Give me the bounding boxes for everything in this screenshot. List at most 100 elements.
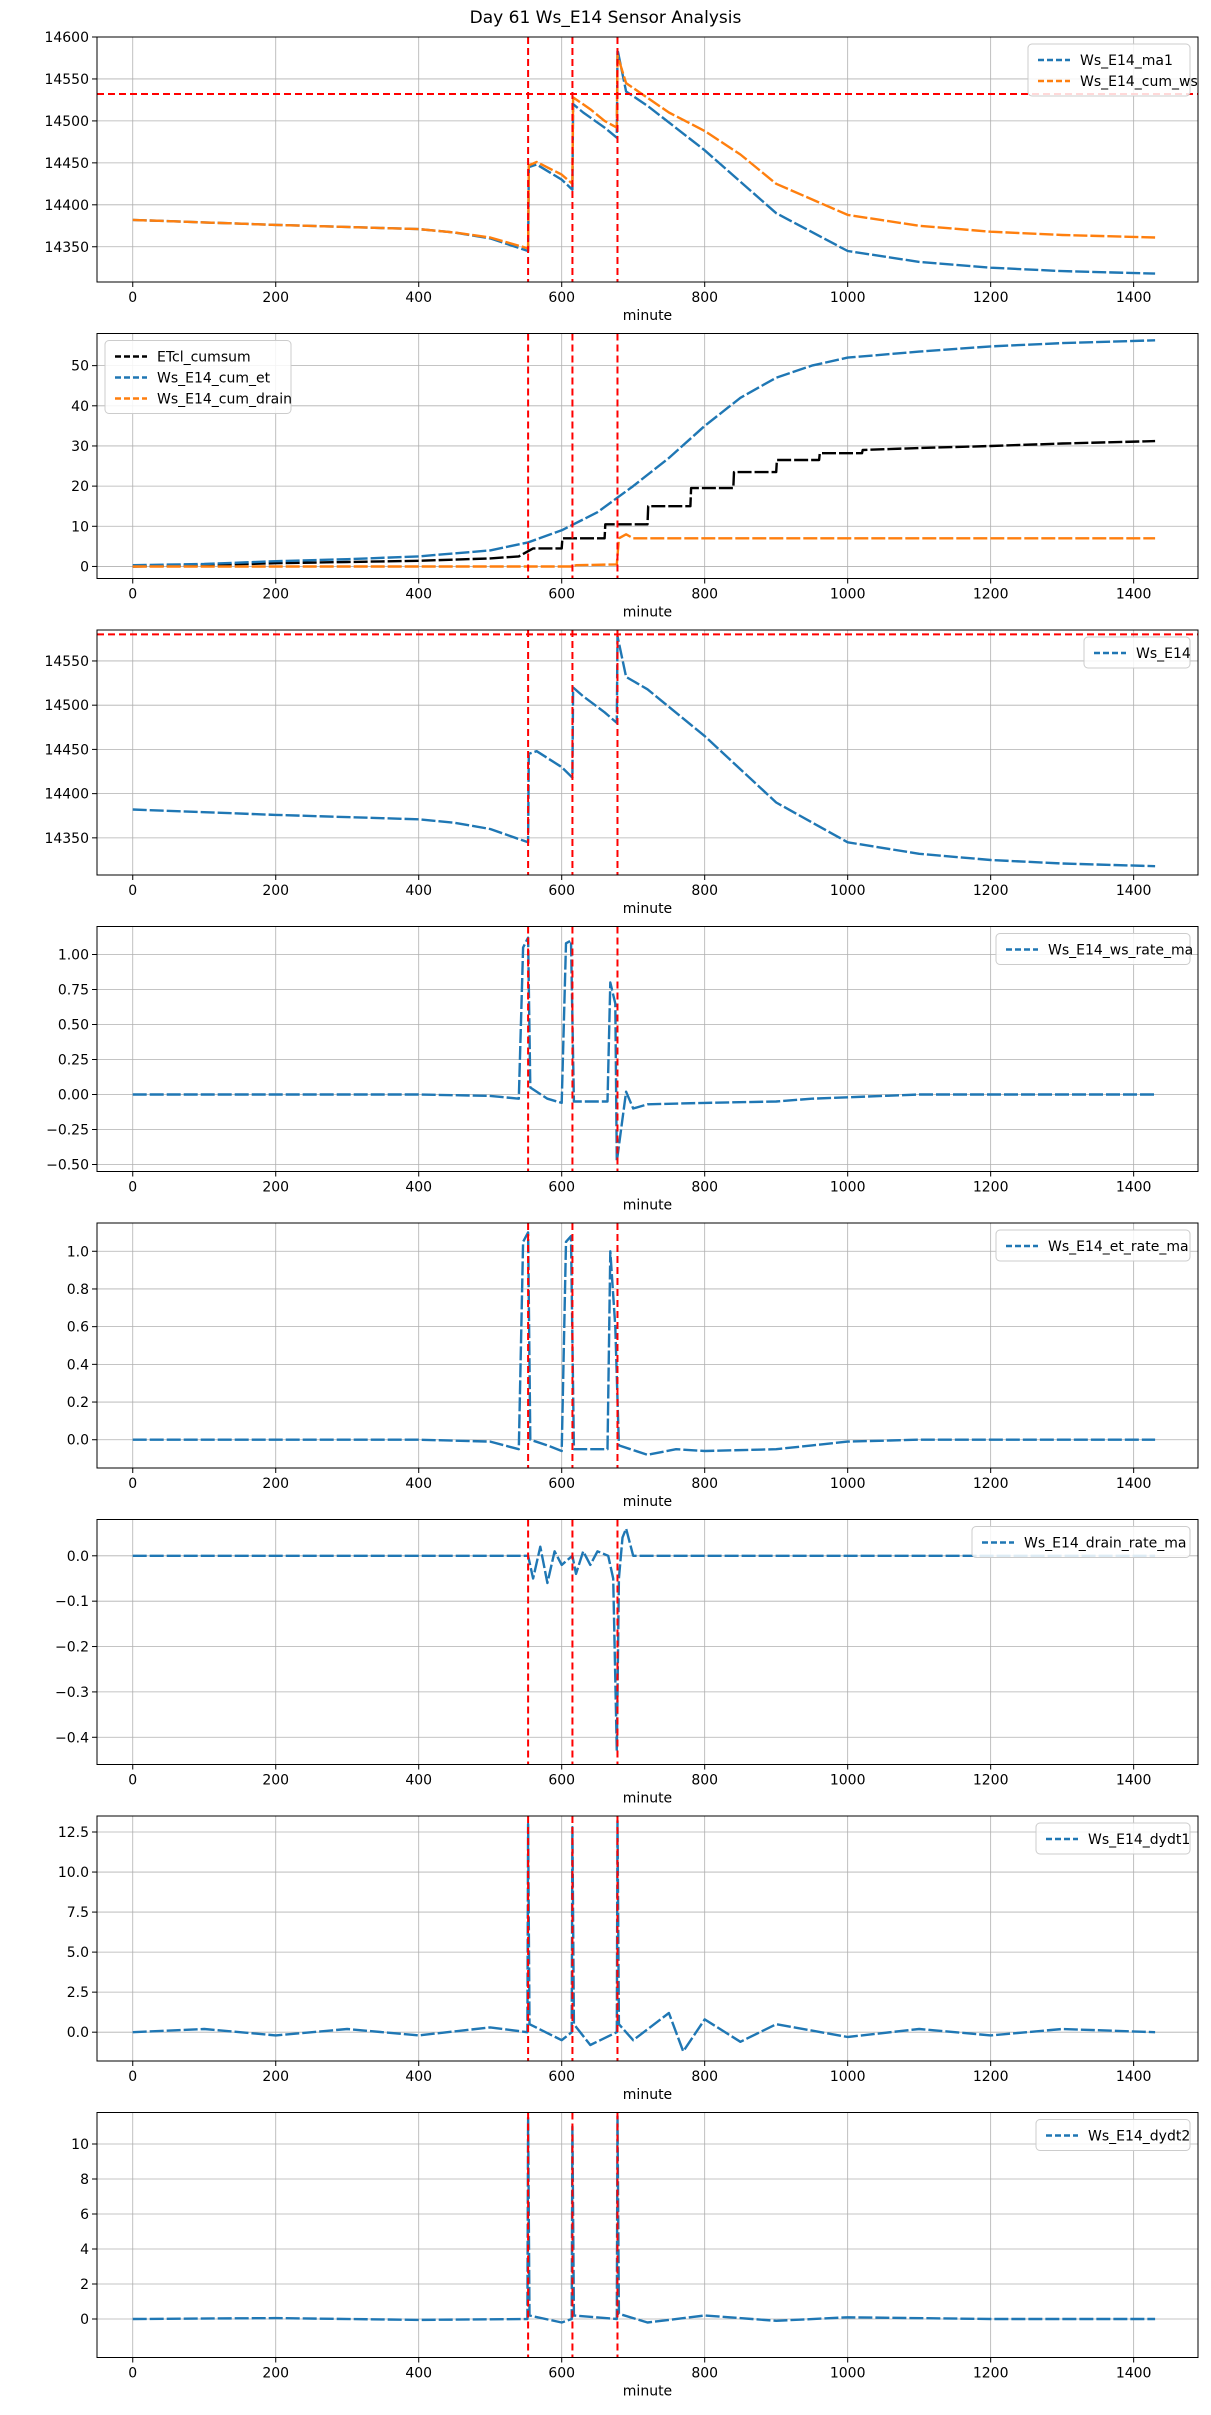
series-line-ETcl_cumsum — [132, 439, 1156, 568]
x-tick-label: 600 — [548, 1180, 575, 1196]
y-tick-label: −0.1 — [55, 1594, 89, 1610]
x-tick-label: 800 — [691, 2069, 718, 2085]
legend-label: Ws_E14_cum_et — [157, 371, 271, 387]
x-tick-label: 1200 — [973, 2366, 1009, 2382]
x-tick-label: 800 — [691, 2366, 718, 2382]
y-tick-label: 0.4 — [67, 1357, 89, 1373]
axes-frame — [96, 1815, 1199, 2062]
x-tick-label: 200 — [262, 2366, 289, 2382]
legend: Ws_E14_dydt1 — [1035, 1822, 1191, 1855]
x-tick-label: 1200 — [973, 587, 1009, 603]
axes-frame — [96, 629, 1199, 876]
x-tick-label: 800 — [691, 587, 718, 603]
legend-box — [971, 1526, 1191, 1558]
y-tick-label: 0.00 — [58, 1088, 89, 1104]
legend-label: Ws_E14_ws_rate_ma — [1048, 943, 1193, 959]
axes-frame — [96, 36, 1199, 283]
y-tick-label: 14400 — [44, 787, 89, 803]
x-tick-label: 1400 — [1116, 1476, 1152, 1492]
axes-frame — [96, 1519, 1199, 1765]
series-group — [132, 333, 1156, 579]
x-tick-label: 600 — [548, 587, 575, 603]
x-tick-label: 0 — [128, 2069, 137, 2085]
x-tick-label: 1000 — [830, 883, 866, 899]
y-tick-label: −0.50 — [46, 1158, 89, 1174]
x-tick-label: 1000 — [830, 290, 866, 306]
y-tick-label: 14600 — [44, 30, 89, 46]
y-tick-label: 6 — [80, 2207, 89, 2223]
legend: Ws_E14_ws_rate_ma — [995, 933, 1193, 965]
x-tick-label: 0 — [128, 290, 137, 306]
x-tick-label: 1400 — [1116, 2366, 1152, 2382]
x-tick-label: 600 — [548, 1476, 575, 1492]
x-tick-label: 800 — [691, 1180, 718, 1196]
x-tick-label: 200 — [262, 587, 289, 603]
x-tick-label: 0 — [128, 1773, 137, 1789]
x-tick-label: 1000 — [830, 1476, 866, 1492]
y-tick-label: 14500 — [44, 114, 89, 130]
y-tick-label: 14550 — [44, 654, 89, 670]
y-tick-label: 0 — [80, 559, 89, 575]
series-line-Ws_E14_cum_drain — [132, 533, 1156, 568]
x-tick-label: 1000 — [830, 2069, 866, 2085]
y-tick-label: 8 — [80, 2172, 89, 2188]
axes-frame — [96, 333, 1199, 579]
x-tick-label: 600 — [548, 1773, 575, 1789]
legend-box — [995, 933, 1191, 965]
x-tick-label: 1400 — [1116, 587, 1152, 603]
panel-7: 0 200 400 600 800 1000 1200 1400 0.0 2.5 5.0 7.5 10.… — [58, 1815, 1199, 2103]
legend: Ws_E14_ma1 Ws_E14_cum_ws — [1027, 43, 1198, 97]
series-line-Ws_E14_dydt1 — [132, 1819, 1156, 2053]
x-tick-label: 1200 — [973, 883, 1009, 899]
legend-box — [995, 1229, 1191, 1262]
x-tick-label: 1200 — [973, 1476, 1009, 1492]
legend-label: Ws_E14_dydt1 — [1088, 1832, 1190, 1848]
legend-box — [1027, 43, 1191, 97]
axes-frame — [96, 926, 1199, 1172]
y-tick-label: 0 — [80, 2312, 89, 2328]
x-tick-label: 0 — [128, 2366, 137, 2382]
x-tick-label: 400 — [405, 1476, 432, 1492]
series-group — [132, 1816, 1156, 2061]
x-tick-label: 1400 — [1116, 290, 1152, 306]
x-tick-label: 1400 — [1116, 2069, 1152, 2085]
x-tick-label: 200 — [262, 2069, 289, 2085]
legend-label: ETcl_cumsum — [157, 350, 251, 366]
legend-label: Ws_E14_et_rate_ma — [1048, 1239, 1189, 1255]
x-tick-label: 400 — [405, 2069, 432, 2085]
y-tick-label: 30 — [71, 439, 89, 455]
figure-title: Day 61 Ws_E14 Sensor Analysis — [470, 8, 742, 28]
panel-6: 0 200 400 600 800 1000 1200 1400 −0.4 −0.3 −0.2 −0.… — [55, 1519, 1199, 1807]
y-tick-label: 12.5 — [58, 1825, 89, 1841]
legend-box — [1035, 1822, 1191, 1855]
series-line-Ws_E14_et_rate_ma — [132, 1231, 1156, 1456]
y-tick-label: 0.0 — [67, 1433, 89, 1449]
legend-box — [104, 340, 292, 414]
y-tick-label: 1.00 — [58, 948, 89, 964]
legend-label: Ws_E14_dydt2 — [1088, 2129, 1190, 2145]
x-tick-label: 0 — [128, 1180, 137, 1196]
x-tick-label: 600 — [548, 2069, 575, 2085]
series-line-Ws_E14_cum_ws — [132, 54, 1156, 250]
series-group — [132, 926, 1156, 1172]
legend: Ws_E14_drain_rate_ma — [971, 1526, 1191, 1558]
x-tick-label: 800 — [691, 1773, 718, 1789]
x-axis-label: minute — [623, 2087, 672, 2103]
x-tick-label: 1000 — [830, 1773, 866, 1789]
legend-box — [1083, 636, 1191, 669]
x-tick-label: 400 — [405, 2366, 432, 2382]
y-tick-label: 0.75 — [58, 983, 89, 999]
y-tick-label: 0.25 — [58, 1053, 89, 1069]
y-tick-label: 2.5 — [67, 1985, 89, 2001]
x-tick-label: 200 — [262, 883, 289, 899]
legend-label: Ws_E14_cum_drain — [157, 392, 292, 408]
x-axis-label: minute — [623, 2384, 672, 2400]
x-axis-label: minute — [623, 1494, 672, 1510]
y-tick-label: −0.3 — [55, 1685, 89, 1701]
y-tick-label: 0.0 — [67, 2025, 89, 2041]
x-axis-label: minute — [623, 1791, 672, 1807]
series-group — [132, 2112, 1156, 2358]
legend-box — [1035, 2119, 1191, 2151]
